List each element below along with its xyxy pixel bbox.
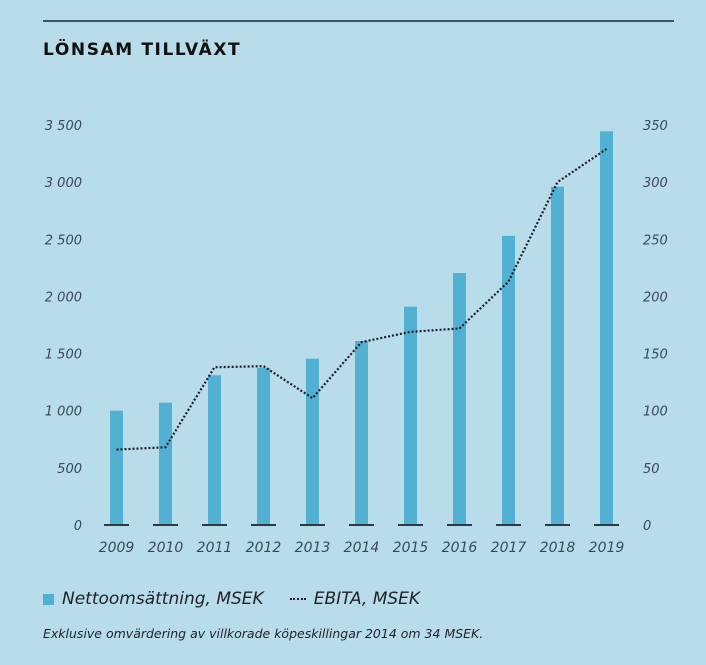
- baseline-marker: [594, 524, 619, 526]
- line-series: [116, 148, 608, 451]
- baseline-marker: [545, 524, 570, 526]
- baseline-marker: [349, 524, 374, 526]
- baseline-marker: [398, 524, 423, 526]
- right-tick-label: 150: [643, 348, 668, 363]
- top-rule: [43, 20, 674, 22]
- ebita-line: [116, 148, 608, 451]
- x-tick-label: 2010: [148, 540, 184, 556]
- left-tick-label: 1 000: [45, 405, 82, 420]
- bar: [159, 402, 172, 525]
- x-tick-label: 2019: [589, 540, 625, 556]
- right-tick-label: 350: [643, 119, 668, 134]
- x-tick-label: 2012: [246, 540, 282, 556]
- left-tick-label: 1 500: [45, 348, 82, 363]
- x-tick-label: 2017: [491, 540, 527, 556]
- bar-series: [110, 131, 613, 526]
- left-axis: 0 500 1 000 1 500 2 000 2 500 3 000 3 500: [45, 119, 82, 534]
- x-tick-label: 2013: [295, 540, 331, 556]
- right-tick-label: 50: [643, 462, 660, 477]
- bar: [404, 306, 417, 525]
- bar: [355, 341, 368, 525]
- legend: Nettoomsättning, MSEK EBITA, MSEK: [43, 589, 420, 609]
- baseline-marker: [496, 524, 521, 526]
- legend-line-swatch: [289, 598, 306, 600]
- bar: [110, 410, 123, 525]
- baseline-marker: [251, 524, 276, 526]
- x-tick-label: 2016: [442, 540, 478, 556]
- x-tick-label: 2015: [393, 540, 429, 556]
- x-axis: 2009 2010 2011 2012 2013 2014 2015 2016 2017 2018…: [99, 540, 625, 556]
- right-axis: 0 50 100 150 200 250 300 350: [643, 119, 668, 534]
- x-tick-label: 2018: [540, 540, 576, 556]
- right-tick-label: 0: [643, 519, 651, 534]
- right-tick-label: 300: [643, 176, 668, 191]
- left-tick-label: 2 000: [45, 290, 82, 305]
- legend-bar-label: Nettoomsättning, MSEK: [62, 589, 264, 609]
- right-tick-label: 200: [643, 290, 668, 305]
- left-tick-label: 3 000: [45, 176, 82, 191]
- baseline-marker: [202, 524, 227, 526]
- left-tick-label: 2 500: [45, 233, 82, 248]
- bar: [257, 367, 270, 525]
- right-tick-label: 100: [643, 405, 668, 420]
- chart-title: LÖNSAM TILLVÄXT: [43, 40, 242, 60]
- baseline-marker: [104, 524, 129, 526]
- bar: [551, 186, 564, 525]
- baseline-marker: [300, 524, 325, 526]
- legend-bar-swatch: [43, 593, 54, 605]
- bar: [453, 273, 466, 525]
- left-tick-label: 3 500: [45, 119, 82, 134]
- bar: [208, 375, 221, 525]
- baseline-markers: [104, 524, 619, 526]
- baseline-marker: [153, 524, 178, 526]
- bar: [306, 358, 319, 525]
- bar: [502, 235, 515, 525]
- bar: [600, 131, 613, 526]
- x-tick-label: 2009: [99, 540, 135, 556]
- baseline-marker: [447, 524, 472, 526]
- footnote: Exklusive omvärdering av villkorade köpe…: [43, 626, 484, 641]
- right-tick-label: 250: [643, 233, 668, 248]
- x-tick-label: 2014: [344, 540, 380, 556]
- legend-line-label: EBITA, MSEK: [313, 589, 421, 609]
- left-tick-label: 500: [57, 462, 82, 477]
- left-tick-label: 0: [74, 519, 82, 534]
- x-tick-label: 2011: [197, 540, 233, 556]
